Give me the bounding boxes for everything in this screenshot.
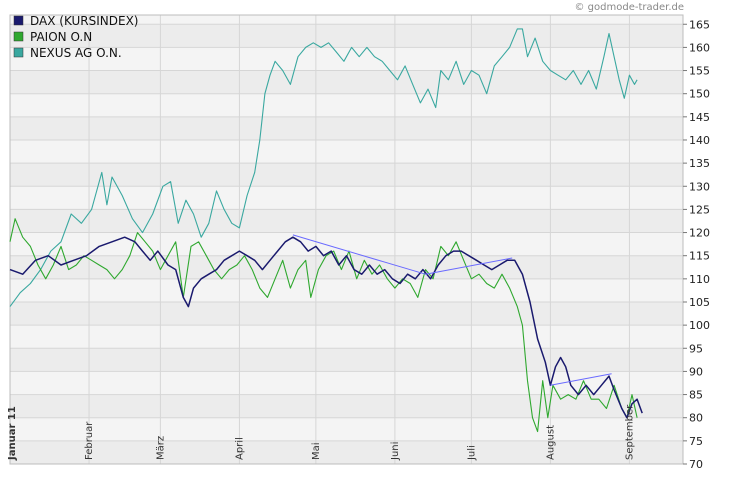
watermark: © godmode-trader.de <box>575 2 685 13</box>
legend-label: DAX (KURSINDEX) <box>30 14 138 28</box>
y-tick-label: 125 <box>689 203 710 216</box>
trendline-1 <box>425 257 513 275</box>
y-tick-label: 85 <box>689 389 703 402</box>
series-line-2 <box>9 28 638 307</box>
legend-swatch <box>13 15 24 26</box>
x-tick-label: Mai <box>311 442 322 460</box>
y-tick-label: 160 <box>689 41 710 54</box>
y-tick-label: 165 <box>689 18 710 31</box>
y-axis: 70 75 80 85 90 95 100 105 110 115 120 125 130 135 140 1… <box>683 18 710 471</box>
y-tick-label: 155 <box>689 65 710 78</box>
plot-band <box>10 116 683 140</box>
y-tick-label: 100 <box>689 319 710 332</box>
x-tick-label: Januar 11 <box>7 406 18 461</box>
legend-label: NEXUS AG O.N. <box>30 46 122 60</box>
plot-band <box>10 394 683 418</box>
x-tick-label: April <box>234 437 245 460</box>
y-tick-label: 80 <box>689 412 703 425</box>
series-line-1 <box>9 218 638 433</box>
plot-band <box>10 209 683 233</box>
y-tick-label: 120 <box>689 227 710 240</box>
series-line-0 <box>9 236 643 419</box>
y-tick-label: 75 <box>689 435 703 448</box>
plot-band <box>10 255 683 279</box>
plot-band <box>10 348 683 372</box>
series-layer <box>9 28 643 433</box>
trendline-2 <box>550 373 612 386</box>
legend-swatch <box>13 47 24 58</box>
y-tick-label: 150 <box>689 88 710 101</box>
x-tick-label: September <box>624 404 635 460</box>
plot-band <box>10 163 683 187</box>
x-tick-label: Februar <box>84 421 95 460</box>
y-tick-label: 105 <box>689 296 710 309</box>
legend: DAX (KURSINDEX) PAION O.N NEXUS AG O.N. <box>13 14 138 60</box>
grid-lines <box>9 14 684 465</box>
trendline-layer <box>292 234 612 386</box>
y-tick-label: 110 <box>689 273 710 286</box>
plot-background <box>10 15 683 464</box>
y-tick-label: 140 <box>689 134 710 147</box>
x-tick-label: Juni <box>390 442 401 461</box>
y-tick-label: 115 <box>689 250 710 263</box>
trendline-0 <box>292 234 426 275</box>
x-tick-label: Juli <box>466 445 477 461</box>
plot-band <box>10 70 683 94</box>
y-tick-label: 70 <box>689 458 703 471</box>
x-axis: Januar 11 Februar März April Mai Juni Juli Augu… <box>7 404 635 461</box>
x-tick-label: August <box>545 425 556 460</box>
y-tick-label: 130 <box>689 180 710 193</box>
y-tick-label: 135 <box>689 157 710 170</box>
legend-swatch <box>13 31 24 42</box>
y-tick-label: 90 <box>689 365 703 378</box>
plot-band <box>10 301 683 326</box>
plot-band <box>10 24 683 48</box>
y-tick-label: 95 <box>689 342 703 355</box>
plot-band <box>10 440 683 464</box>
y-tick-label: 145 <box>689 111 710 124</box>
legend-label: PAION O.N <box>30 30 92 44</box>
x-tick-label: März <box>155 436 166 460</box>
